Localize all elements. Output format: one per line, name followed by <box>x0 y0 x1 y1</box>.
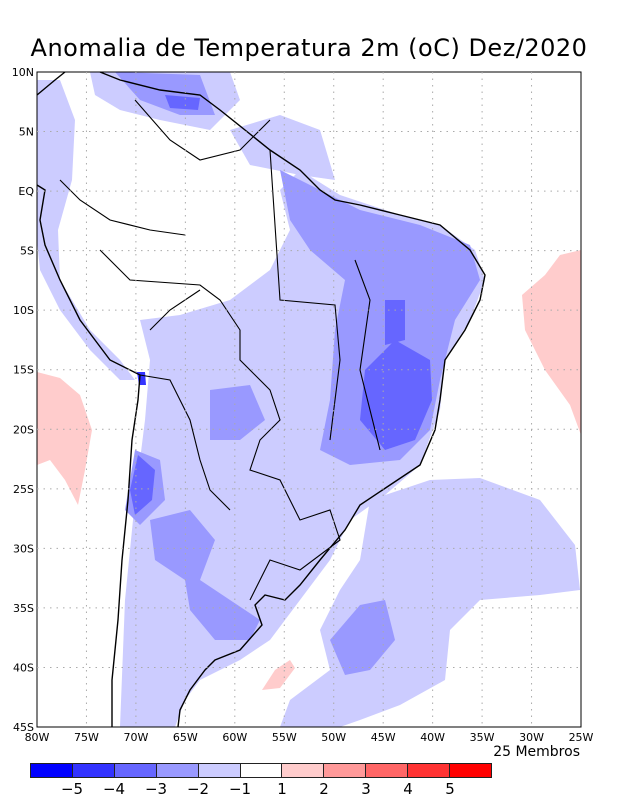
longitude-tick-label: 65W <box>173 731 198 744</box>
longitude-tick-label: 80W <box>25 731 50 744</box>
country-borders <box>59 99 381 601</box>
latitude-tick-label: 30S <box>13 542 34 555</box>
latitude-tick-label: EQ <box>18 185 34 198</box>
colorbar-label: 2 <box>319 780 329 798</box>
colorbar-label: −1 <box>228 780 252 798</box>
colorbar-swatch <box>366 764 409 777</box>
colorbar-swatch <box>72 764 115 777</box>
latitude-tick-label: 45S <box>13 721 34 734</box>
colorbar-label: −3 <box>144 780 168 798</box>
anomaly-minus1-guianas <box>230 115 335 180</box>
members-label: 25 Membros <box>493 744 580 760</box>
map-frame <box>36 71 582 728</box>
colorbar-swatch <box>408 764 451 777</box>
colorbar-swatch <box>240 764 283 777</box>
colorbar-label: 5 <box>445 780 455 798</box>
anomaly-minus2-ocean <box>330 600 395 675</box>
latitude-tick-label: 35S <box>13 602 34 615</box>
longitude-tick-label: 35W <box>470 731 495 744</box>
map-title: Anomalia de Temperatura 2m (oC) Dez/2020 <box>30 34 588 62</box>
latitude-tick-label: 15S <box>13 364 34 377</box>
colorbar-label: 4 <box>403 780 413 798</box>
longitude-tick-label: 30W <box>519 731 544 744</box>
colorbar-swatch <box>282 764 325 777</box>
latitude-tick-label: 40S <box>13 661 34 674</box>
latitude-tick-label: 25S <box>13 483 34 496</box>
colorbar-label: 1 <box>277 780 287 798</box>
anomaly-minus3-bahia <box>385 300 405 345</box>
colorbar-swatch <box>450 764 491 777</box>
longitude-tick-label: 45W <box>371 731 396 744</box>
colorbar-label: −4 <box>102 780 126 798</box>
latitude-tick-label: 10N <box>12 66 34 79</box>
colorbar-label: −5 <box>60 780 84 798</box>
colorbar <box>30 763 492 778</box>
longitude-tick-label: 55W <box>272 731 297 744</box>
latitude-tick-label: 5S <box>20 245 34 258</box>
colorbar-swatch <box>31 764 73 777</box>
longitude-tick-label: 50W <box>321 731 346 744</box>
anomaly-positive-pacific <box>37 372 92 505</box>
colorbar-label: 3 <box>361 780 371 798</box>
colorbar-swatch <box>324 764 367 777</box>
anomaly-minus3-north <box>165 95 200 110</box>
colorbar-swatch <box>156 764 199 777</box>
colorbar-swatch <box>114 764 157 777</box>
latitude-tick-label: 20S <box>13 423 34 436</box>
anomaly-minus1-pacific <box>37 80 135 380</box>
anomaly-positive-patagonia <box>262 660 295 690</box>
anomaly-minus3-minas <box>360 340 432 450</box>
latitude-tick-label: 5N <box>19 126 34 139</box>
latitude-labels: 10N 5N EQ 5S 10S 15S 20S 25S 30S 35S 40S 45S <box>12 66 35 734</box>
longitude-labels: 80W 75W 70W 65W 60W 55W 50W 45W 40W 35W 30W 25W <box>25 731 594 744</box>
longitude-tick-label: 75W <box>74 731 99 744</box>
longitude-tick-label: 25W <box>569 731 594 744</box>
longitude-tick-label: 60W <box>222 731 247 744</box>
anomaly-minus2-center <box>210 385 265 440</box>
latitude-tick-label: 10S <box>13 304 34 317</box>
anomaly-positive-atlantic <box>522 250 581 435</box>
colorbar-label: −2 <box>186 780 210 798</box>
longitude-tick-label: 70W <box>123 731 148 744</box>
longitude-tick-label: 40W <box>420 731 445 744</box>
colorbar-swatch <box>198 764 241 777</box>
